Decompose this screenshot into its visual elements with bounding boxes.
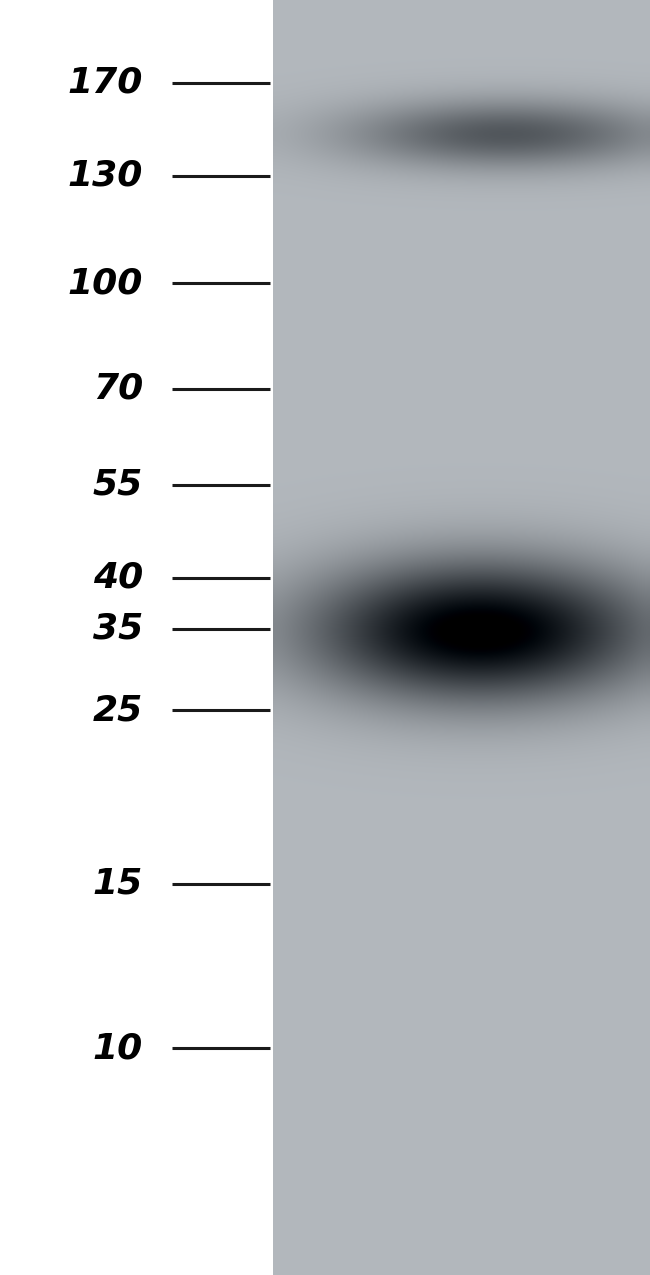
- Text: 25: 25: [93, 694, 143, 727]
- Text: 40: 40: [93, 561, 143, 594]
- Text: 35: 35: [93, 612, 143, 645]
- Text: 55: 55: [93, 468, 143, 501]
- Bar: [0, 0, 273, 1275]
- Text: 100: 100: [68, 266, 143, 300]
- Text: 10: 10: [93, 1031, 143, 1065]
- Text: 70: 70: [93, 372, 143, 405]
- Text: 15: 15: [93, 867, 143, 900]
- Text: 170: 170: [68, 66, 143, 99]
- Text: 130: 130: [68, 159, 143, 193]
